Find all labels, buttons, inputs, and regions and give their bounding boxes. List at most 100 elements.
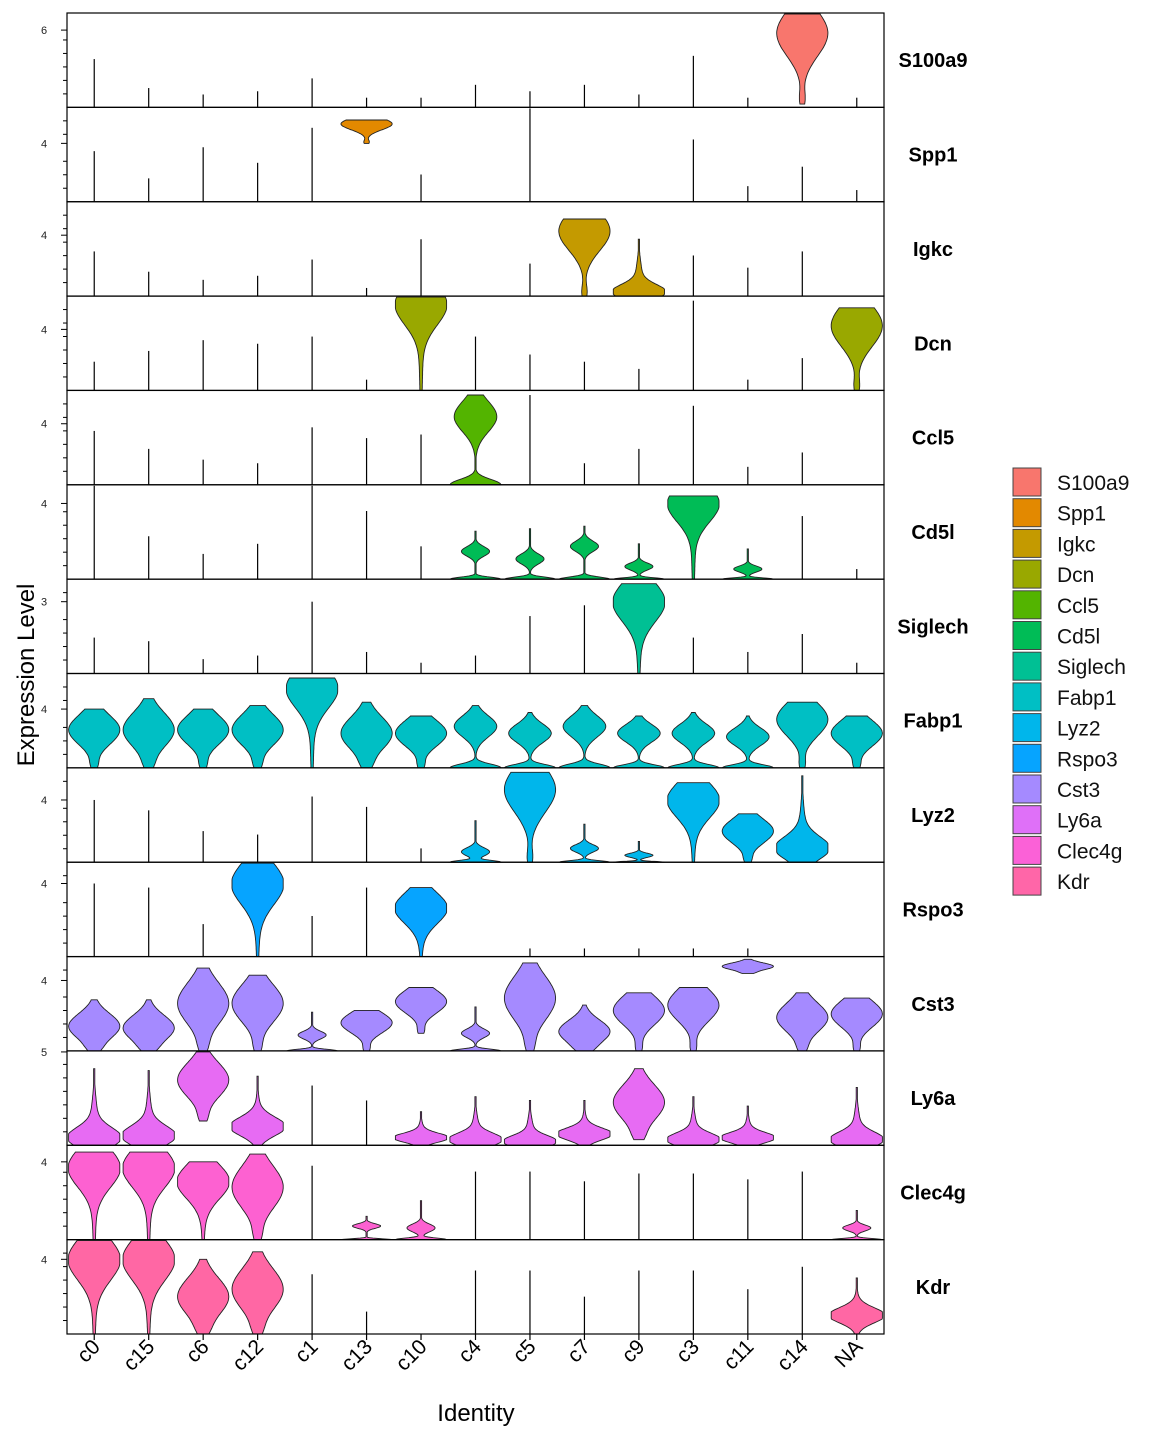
x-tick-label: NA <box>830 1335 867 1372</box>
violin-fabp1-c15 <box>122 698 175 769</box>
gene-label: Igkc <box>913 239 953 261</box>
x-tick-label: c11 <box>719 1335 758 1374</box>
violin-cst3-c12 <box>231 974 284 1052</box>
x-axis-title: Identity <box>437 1400 514 1427</box>
y-tick-label: 4 <box>41 138 47 150</box>
legend-label: Cst3 <box>1057 779 1100 802</box>
violin-ly6a-c4 <box>449 1096 502 1146</box>
violin-cd5l-c9 <box>613 543 665 580</box>
gene-label: Cst3 <box>911 994 954 1016</box>
y-tick-label: 4 <box>41 498 47 510</box>
violin-clec4g-c0 <box>68 1151 121 1241</box>
legend-label: S100a9 <box>1057 472 1129 495</box>
violin-ly6a-c12 <box>231 1075 284 1146</box>
violin-lyz2-c9 <box>613 841 665 863</box>
panel-frame <box>66 201 885 297</box>
gene-label: Fabp1 <box>904 711 963 733</box>
violin-clec4g-c12 <box>231 1153 284 1241</box>
gene-label: Rspo3 <box>902 899 963 921</box>
x-tick-label: c6 <box>182 1335 214 1367</box>
legend-swatch <box>1012 805 1042 835</box>
x-tick-label: c4 <box>454 1335 486 1367</box>
panel-clec4g: 4 Clec4g <box>41 1144 966 1241</box>
violin-cst3-c13 <box>340 1009 393 1052</box>
x-tick-label: c3 <box>672 1335 704 1367</box>
violin-clec4g-c13 <box>340 1215 393 1241</box>
x-tick-label: c10 <box>391 1335 431 1375</box>
violin-ly6a-c9 <box>612 1068 665 1141</box>
y-tick-label: 4 <box>41 704 47 716</box>
legend-swatch <box>1012 682 1042 712</box>
legend-swatch <box>1012 498 1042 528</box>
legend-swatch <box>1012 528 1042 558</box>
violin-igkc-c9 <box>612 238 665 297</box>
gene-label: Spp1 <box>909 145 958 167</box>
x-tick-label: c12 <box>228 1335 268 1375</box>
panel-spp1: 4 Spp1 <box>41 106 958 203</box>
violin-fabp1-c4 <box>448 705 503 769</box>
legend-swatch <box>1012 590 1042 620</box>
y-axis-title: Expression Level <box>13 584 40 767</box>
legend-label: Rspo3 <box>1057 748 1118 771</box>
legend-swatch <box>1012 651 1042 681</box>
violin-cst3-c0 <box>68 999 121 1052</box>
x-tick-label: c1 <box>291 1335 323 1367</box>
panel-siglech: 3 Siglech <box>41 578 969 675</box>
violin-ly6a-c3 <box>667 1096 720 1146</box>
y-tick-label: 4 <box>41 1254 47 1266</box>
gene-label: Siglech <box>897 616 968 638</box>
gene-label: Lyz2 <box>911 805 955 827</box>
violin-ly6a-c5 <box>503 1100 557 1146</box>
y-tick-label: 4 <box>41 795 47 807</box>
legend-label: Ccl5 <box>1057 595 1099 618</box>
violin-fabp1-c14 <box>776 701 829 769</box>
legend-label: Fabp1 <box>1057 687 1117 710</box>
legend-label: Clec4g <box>1057 840 1122 863</box>
x-tick-label: c14 <box>773 1335 813 1375</box>
y-tick-label: 5 <box>41 1047 47 1059</box>
x-tick-label: c9 <box>617 1335 649 1367</box>
violin-cst3-c14 <box>776 992 829 1052</box>
violin-fabp1-c10 <box>394 715 448 769</box>
violin-cst3-c10 <box>394 987 448 1034</box>
violin-cst3-c11 <box>721 958 774 974</box>
violin-cst3-NA <box>830 997 883 1052</box>
gene-label: Dcn <box>914 333 952 355</box>
x-tick-label: c13 <box>337 1335 377 1375</box>
legend-label: Spp1 <box>1057 503 1106 526</box>
violin-dcn-NA <box>830 307 883 391</box>
violin-kdr-c15 <box>122 1240 175 1335</box>
legend-swatch <box>1012 743 1042 773</box>
violin-cst3-c3 <box>667 987 720 1052</box>
violin-lyz2-c11 <box>721 813 774 863</box>
panel-frame <box>66 861 885 958</box>
y-tick-label: 3 <box>41 597 47 609</box>
y-tick-label: 4 <box>41 419 47 431</box>
violin-lyz2-c4 <box>448 820 503 863</box>
legend-swatch <box>1012 621 1042 650</box>
violin-rspo3-c12 <box>231 862 284 958</box>
violin-clec4g-c6 <box>177 1161 230 1241</box>
legend-label: Dcn <box>1057 564 1094 587</box>
gene-label: S100a9 <box>899 50 968 72</box>
violin-igkc-c7 <box>558 218 611 297</box>
gene-label: Ccl5 <box>912 428 954 450</box>
panels: 6 S100a9 4 Spp1 4 Igkc 4 Dcn 4 Ccl5 4 Cd5l 3 Siglech 4… <box>41 12 969 1335</box>
y-tick-label: 4 <box>41 879 47 891</box>
legend-swatch <box>1012 774 1042 804</box>
violin-ly6a-c0 <box>68 1068 121 1146</box>
violin-s100a9-c14 <box>776 13 829 105</box>
legend-label: Siglech <box>1057 656 1126 679</box>
panel-cd5l: 4 Cd5l <box>41 484 955 580</box>
violin-kdr-NA <box>830 1277 883 1335</box>
violin-lyz2-c14 <box>776 775 829 863</box>
violin-lyz2-c7 <box>558 823 611 863</box>
legend-swatch <box>1012 835 1042 865</box>
panel-rspo3: 4 Rspo3 <box>41 861 964 958</box>
x-tick-label: c15 <box>119 1335 159 1375</box>
gene-label: Cd5l <box>911 522 954 544</box>
violin-fabp1-c7 <box>557 705 611 769</box>
legend-label: Igkc <box>1057 533 1096 556</box>
violin-spp1-c13 <box>340 119 393 144</box>
legend: S100a9 Spp1 Igkc Dcn Ccl5 Cd5l Siglech Fabp1 Lyz… <box>1012 467 1129 896</box>
